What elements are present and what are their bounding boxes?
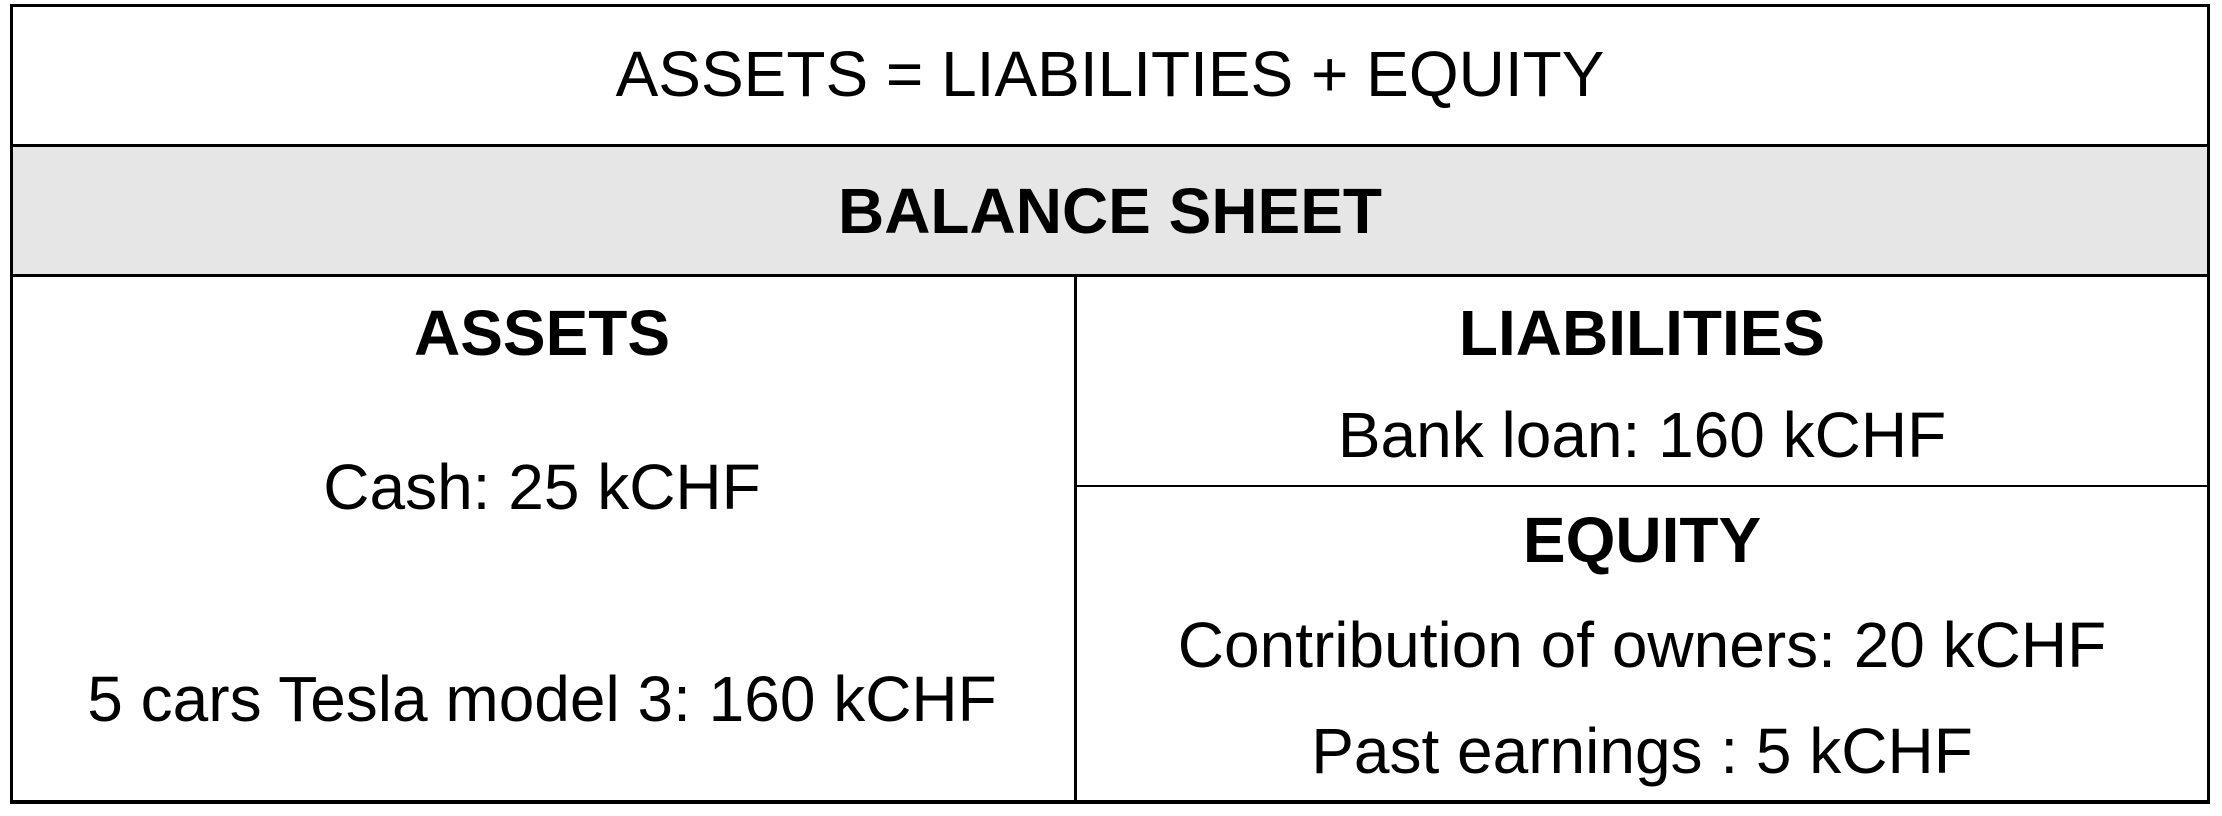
table-border-left [10,4,13,804]
table-border-bottom [10,800,2210,804]
assets-heading: ASSETS [413,297,671,369]
equity-item-past-earnings: Past earnings : 5 kCHF [1311,715,1973,787]
rule-below-banner [10,274,2210,277]
balance-sheet-banner-background [10,146,2210,276]
asset-item-cars: 5 cars Tesla model 3: 160 kCHF [87,663,997,735]
rule-below-equation [10,144,2210,147]
liability-item-bank-loan: Bank loan: 160 kCHF [1337,399,1947,471]
table-border-top [10,4,2210,7]
column-divider [1074,274,1077,802]
balance-sheet-title: BALANCE SHEET [837,175,1383,247]
liabilities-heading: LIABILITIES [1458,297,1826,369]
equity-item-contribution: Contribution of owners: 20 kCHF [1177,609,2107,681]
table-border-right [2207,4,2210,804]
rule-between-liabilities-equity [1076,485,2210,487]
balance-sheet-table: ASSETS = LIABILITIES + EQUITY BALANCE SH… [10,4,2210,804]
equity-heading: EQUITY [1522,504,1762,576]
accounting-equation: ASSETS = LIABILITIES + EQUITY [615,38,1605,110]
asset-item-cash: Cash: 25 kCHF [323,451,761,523]
